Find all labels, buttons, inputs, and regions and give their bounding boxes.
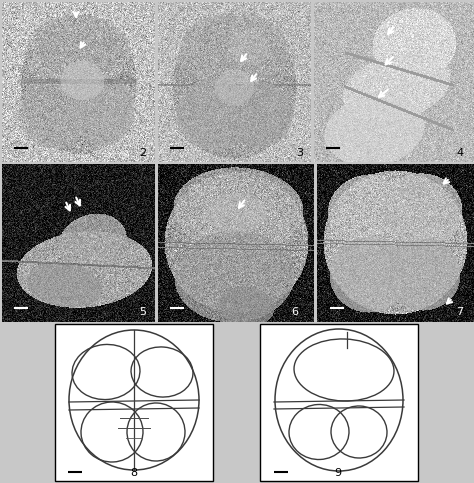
Text: 4: 4 <box>456 148 464 158</box>
Text: 5: 5 <box>139 307 146 317</box>
Text: 3: 3 <box>297 148 303 158</box>
Text: 2: 2 <box>139 148 146 158</box>
Text: 8: 8 <box>130 468 137 478</box>
Text: 7: 7 <box>456 307 464 317</box>
Bar <box>260 324 418 481</box>
Bar <box>55 324 213 481</box>
Text: 6: 6 <box>292 307 299 317</box>
Text: 9: 9 <box>335 468 342 478</box>
